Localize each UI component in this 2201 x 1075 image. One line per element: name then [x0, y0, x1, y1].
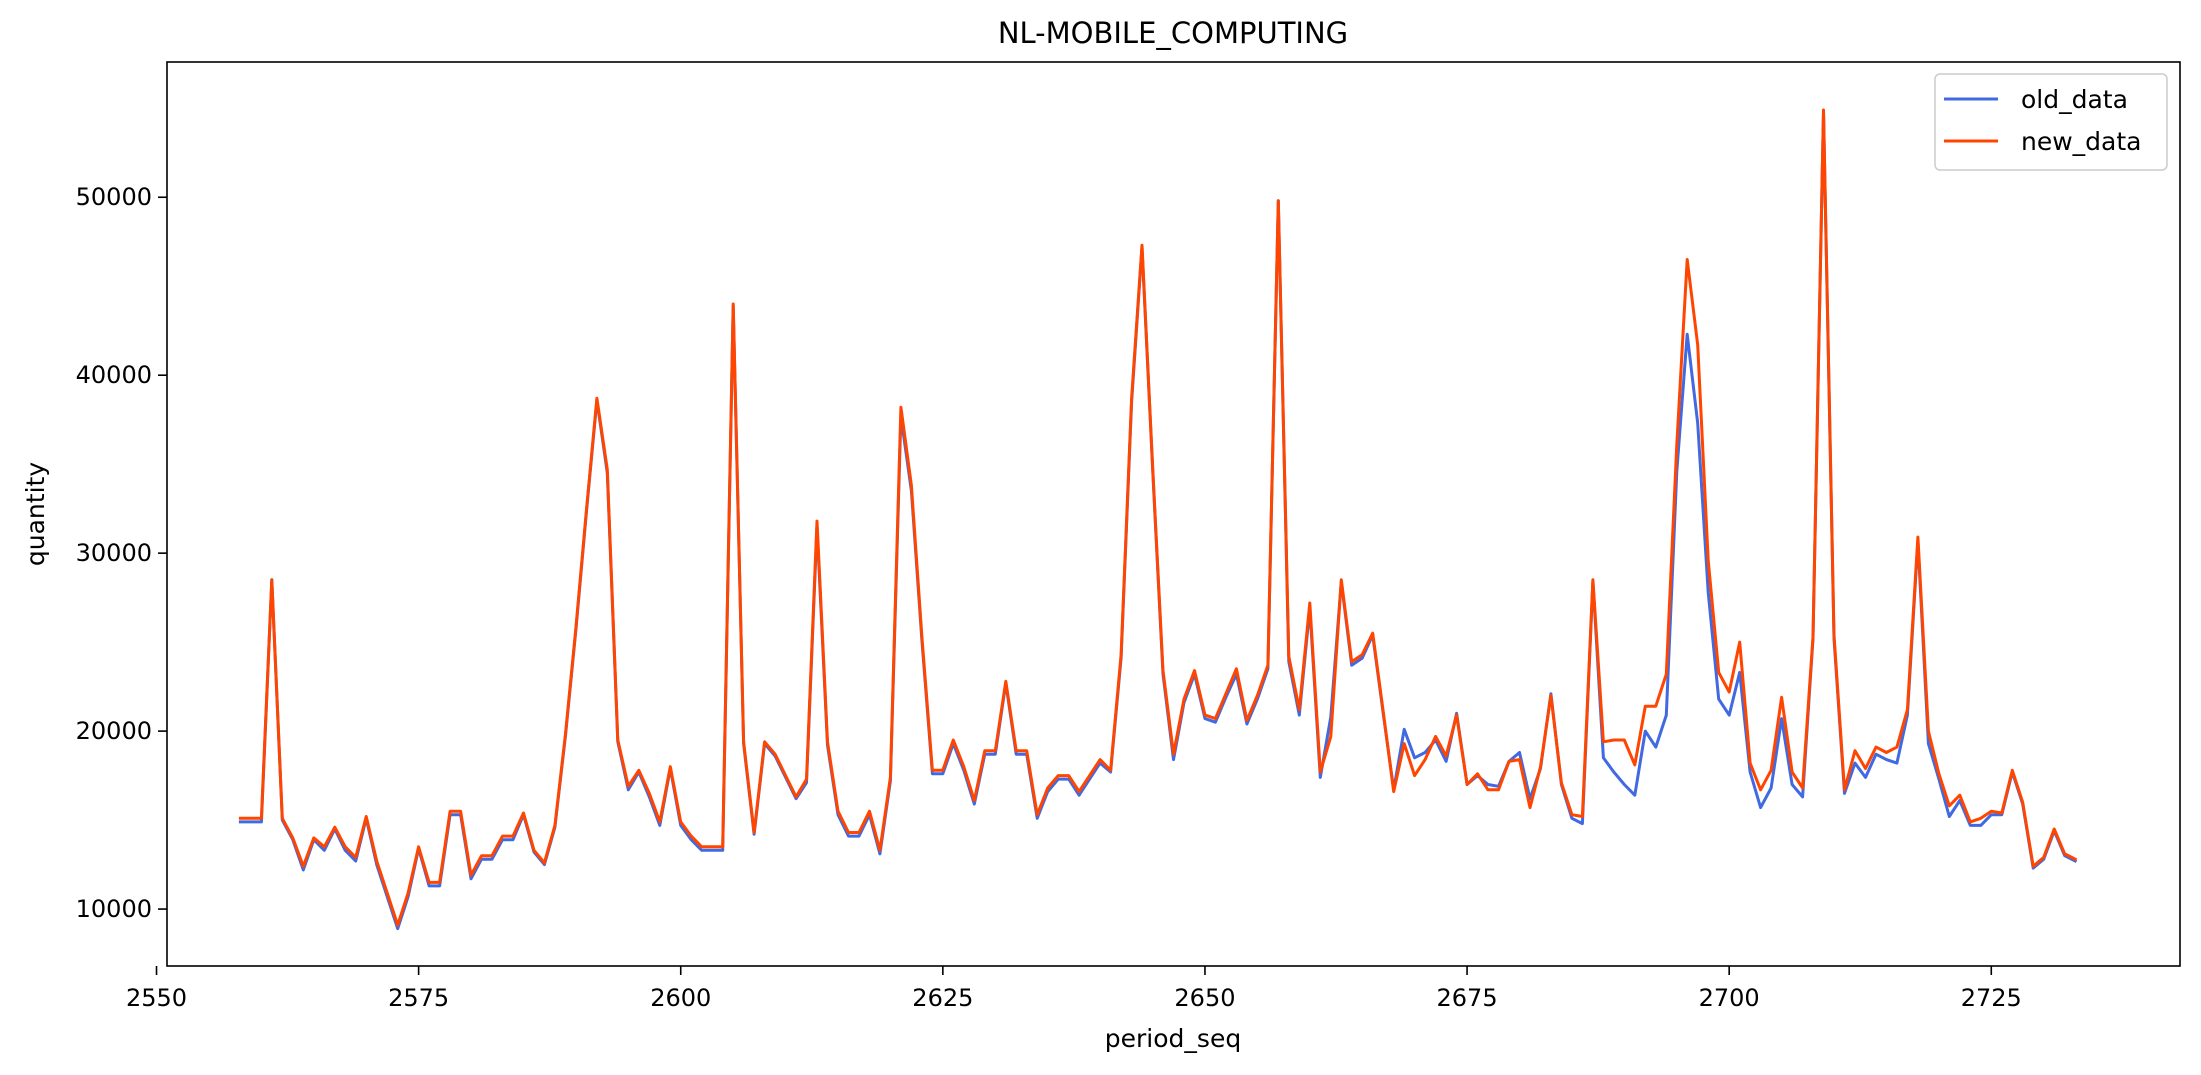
x-axis-ticks: 2550 2575 2600 2625 2650 2675 2700 2725 [126, 966, 2022, 1012]
y-tick-label: 30000 [76, 539, 152, 567]
series-line-new-data [238, 108, 2078, 927]
legend-label-new-data: new_data [2021, 127, 2141, 156]
x-tick-label: 2550 [126, 984, 187, 1012]
plot-area [167, 62, 2180, 966]
y-tick-label: 20000 [76, 717, 152, 745]
x-tick-label: 2725 [1961, 984, 2022, 1012]
y-tick-label: 10000 [76, 895, 152, 923]
y-axis-label: quantity [21, 462, 50, 566]
legend-label-old-data: old_data [2021, 85, 2128, 114]
plot-frame [166, 61, 2181, 967]
x-tick-label: 2625 [912, 984, 973, 1012]
chart-title: NL-MOBILE_COMPUTING [998, 16, 1348, 50]
x-tick-label: 2700 [1699, 984, 1760, 1012]
x-axis-label: period_seq [1105, 1024, 1241, 1053]
x-tick-label: 2600 [650, 984, 711, 1012]
series-layer [238, 108, 2078, 931]
y-tick-label: 50000 [76, 183, 152, 211]
legend: old_data new_data [1934, 73, 2168, 171]
x-tick-label: 2675 [1437, 984, 1498, 1012]
y-axis-ticks: 10000 20000 30000 40000 50000 [76, 183, 167, 923]
x-tick-label: 2650 [1174, 984, 1235, 1012]
x-tick-label: 2575 [388, 984, 449, 1012]
y-tick-label: 40000 [76, 361, 152, 389]
